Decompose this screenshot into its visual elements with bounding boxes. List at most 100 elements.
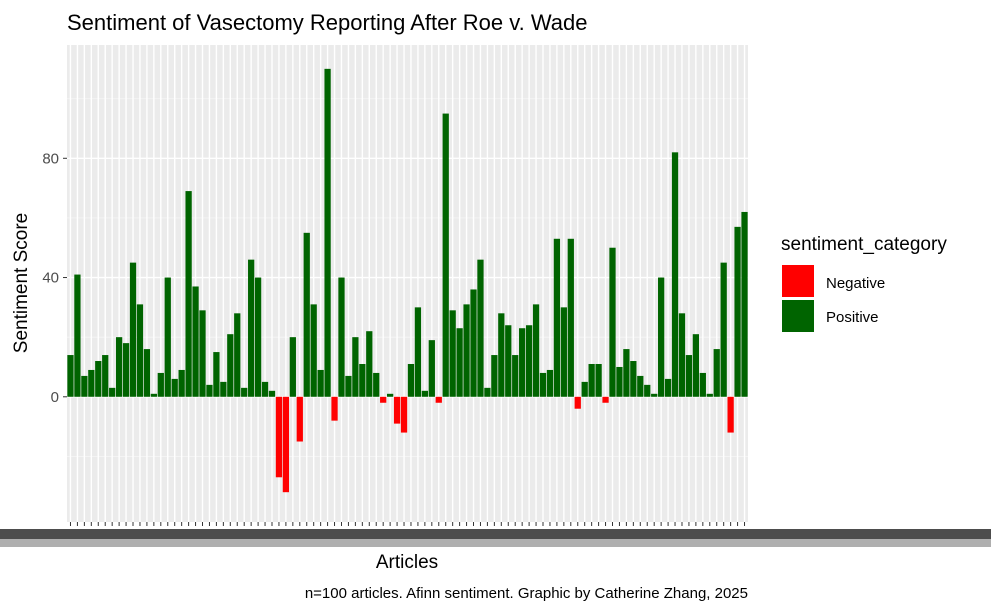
bar	[74, 274, 81, 397]
bar	[616, 366, 623, 397]
bar	[400, 396, 408, 433]
bar	[81, 375, 88, 397]
bar	[706, 393, 713, 397]
bar	[289, 337, 296, 397]
bar	[512, 355, 519, 397]
bar	[303, 232, 310, 397]
bar	[393, 396, 401, 424]
bar	[435, 396, 442, 403]
legend: sentiment_category Negative Positive	[781, 234, 947, 332]
bar	[741, 211, 748, 397]
bar	[651, 393, 658, 397]
x-tick-labels-overlap-band	[0, 529, 991, 539]
bar	[713, 349, 720, 397]
bar	[637, 375, 644, 397]
legend-key-positive	[782, 300, 814, 332]
bar	[484, 387, 491, 397]
bar	[115, 337, 123, 397]
bar	[366, 331, 373, 397]
legend-label-negative: Negative	[826, 275, 885, 292]
bar	[129, 262, 137, 397]
bar	[407, 363, 415, 397]
bar	[192, 286, 199, 397]
bar	[282, 396, 290, 493]
bar	[560, 307, 567, 397]
legend-title: sentiment_category	[781, 234, 947, 255]
legend-label-positive: Positive	[826, 309, 879, 326]
bar	[588, 363, 595, 397]
bar	[671, 152, 679, 397]
x-axis-tick-labels	[0, 529, 991, 547]
bar	[206, 384, 213, 397]
bar	[546, 369, 554, 397]
bar	[609, 247, 616, 397]
bar	[157, 372, 164, 397]
bar	[67, 355, 74, 397]
minor-gridlines	[67, 98, 748, 457]
bar	[296, 396, 303, 442]
bar	[491, 355, 498, 397]
bar	[630, 361, 637, 397]
bar	[150, 393, 157, 397]
bar	[519, 328, 526, 397]
bar	[102, 355, 109, 397]
bar	[477, 259, 484, 397]
bar	[428, 340, 435, 397]
bar	[199, 310, 206, 397]
bar	[352, 337, 359, 397]
bars	[67, 68, 748, 493]
bar	[220, 381, 227, 397]
bar	[109, 387, 116, 397]
bar	[241, 387, 248, 397]
bar	[470, 289, 477, 397]
bar	[227, 334, 234, 397]
bar	[664, 378, 672, 397]
bar	[449, 310, 456, 397]
bar	[414, 307, 422, 397]
bar	[185, 191, 192, 397]
bar	[498, 313, 505, 397]
bar	[692, 334, 700, 397]
bar	[254, 277, 262, 397]
legend-key-negative	[782, 265, 814, 297]
chart-caption: n=100 articles. Afinn sentiment. Graphic…	[305, 585, 748, 602]
bar	[532, 304, 540, 397]
bar	[324, 68, 331, 397]
x-axis-ticks	[69, 522, 746, 526]
bar	[248, 259, 255, 397]
bar	[463, 304, 470, 397]
y-axis-title: Sentiment Score	[11, 213, 32, 353]
chart-title: Sentiment of Vasectomy Reporting After R…	[67, 10, 588, 35]
bar	[567, 238, 574, 397]
bar	[213, 352, 220, 397]
bar	[685, 355, 693, 397]
bar	[338, 277, 345, 397]
bar	[734, 226, 741, 397]
bar	[720, 262, 727, 397]
bar	[678, 313, 686, 397]
bar	[574, 396, 581, 409]
plot-panel	[67, 45, 748, 522]
bar	[623, 349, 630, 397]
bar	[331, 396, 338, 421]
bar	[317, 369, 324, 397]
y-tick-label: 80	[42, 150, 59, 167]
bar	[164, 277, 171, 397]
bar	[595, 363, 602, 397]
bar	[261, 381, 269, 397]
bar	[88, 369, 95, 397]
bar	[658, 277, 665, 397]
y-tick-label: 40	[42, 270, 59, 287]
x-axis-title: Articles	[376, 552, 438, 573]
bar	[581, 381, 588, 397]
bar	[373, 372, 380, 397]
y-tick-label: 0	[51, 389, 59, 406]
bar	[553, 238, 561, 397]
y-axis-ticks: 0 40 80	[42, 150, 67, 406]
bar	[505, 325, 512, 397]
bar	[644, 384, 651, 397]
bar	[178, 369, 185, 397]
bar	[442, 113, 449, 397]
bar	[234, 313, 241, 397]
